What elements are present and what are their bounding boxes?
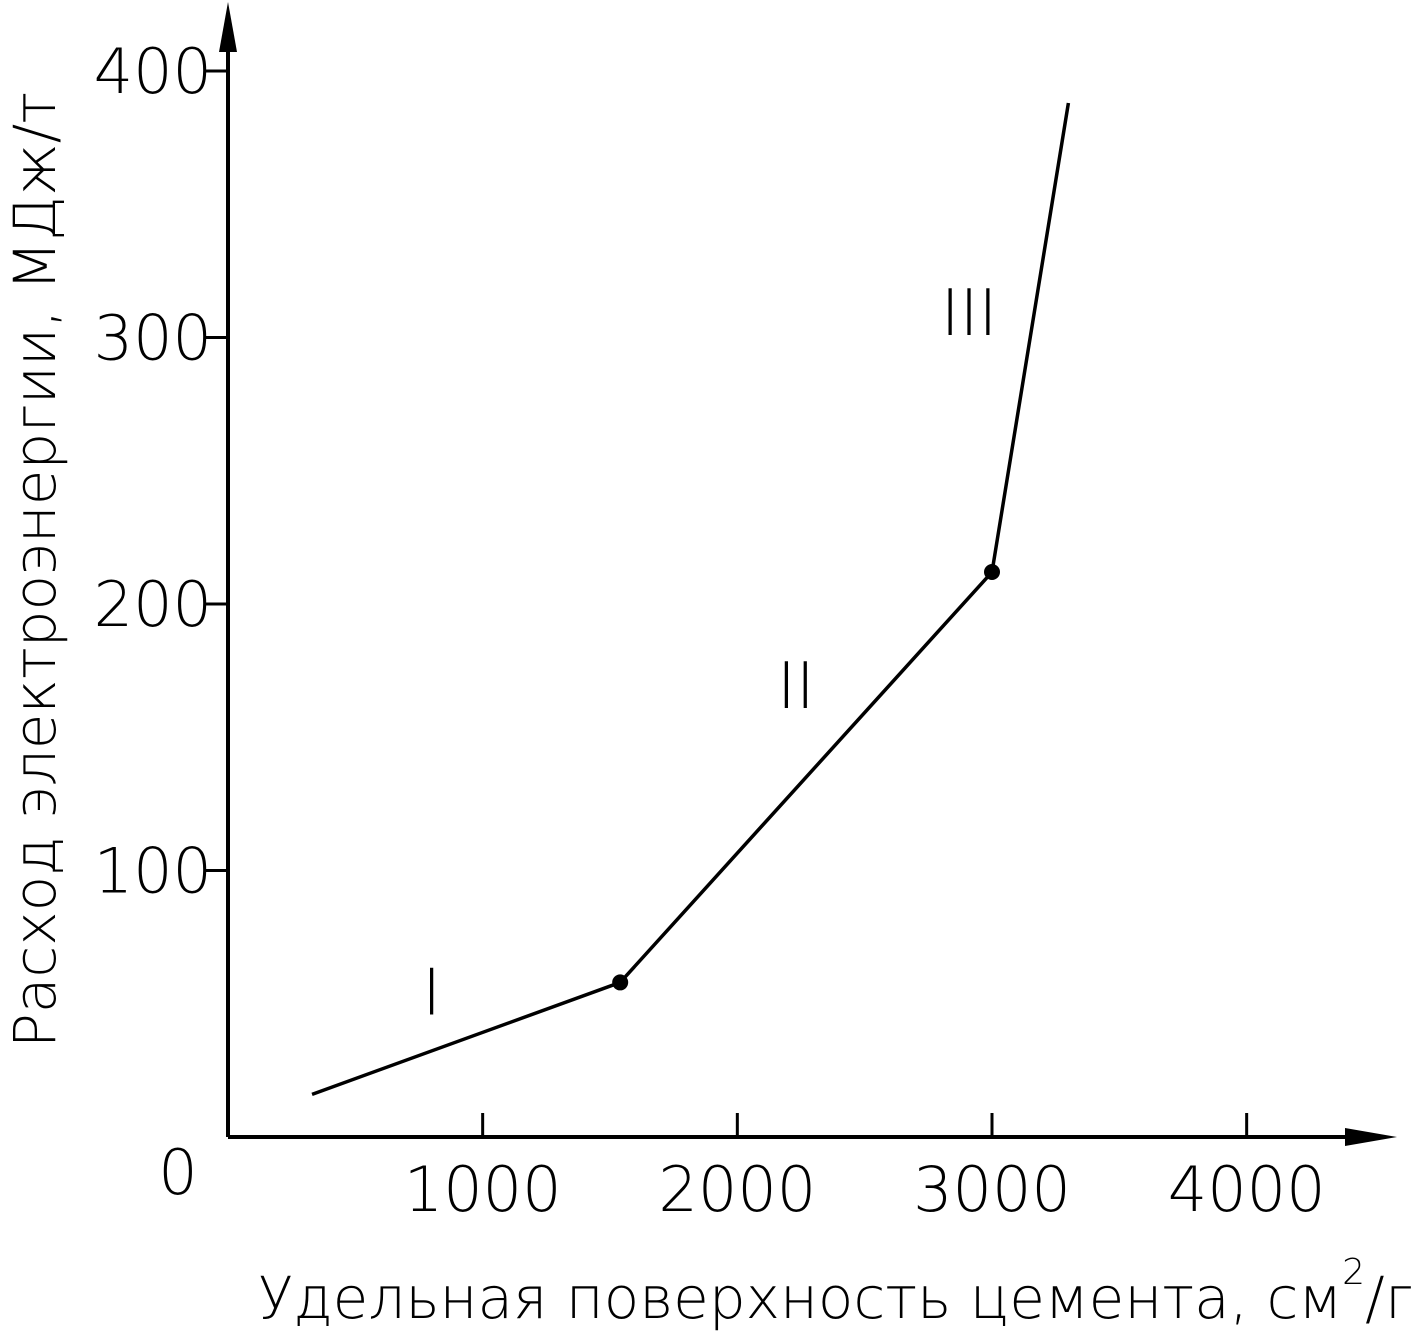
x-tick-label: 4000: [1168, 1153, 1326, 1226]
markers: [612, 564, 1000, 991]
y-tick-label: 400: [94, 35, 212, 108]
y-tick-label: 100: [94, 835, 212, 908]
breakpoint-marker: [984, 564, 1000, 581]
x-axis-title-tail: /г: [1365, 1264, 1411, 1332]
y-tick-label: 200: [94, 568, 212, 641]
y-axis-arrow: [219, 2, 237, 52]
segment-label: II: [777, 650, 815, 724]
ticks: 1000 2000 3000 4000 100 200 300 400: [94, 35, 1326, 1226]
series: [311, 102, 1071, 1097]
series-line: [311, 102, 1071, 1097]
x-tick-label: 1000: [404, 1153, 562, 1226]
axes: [219, 2, 1397, 1146]
segment-label: III: [941, 277, 998, 351]
x-axis-title-main: Удельная поверхность цемента, см: [258, 1264, 1342, 1332]
x-tick-label: 2000: [658, 1153, 816, 1226]
segment-label: I: [422, 956, 441, 1030]
x-axis-arrow: [1345, 1128, 1397, 1146]
origin-label: 0: [158, 1136, 197, 1209]
y-axis-title: Расход электроэнергии, МДж/т: [1, 92, 69, 1048]
breakpoint-marker: [612, 974, 629, 991]
x-axis-title-sup: 2: [1342, 1252, 1365, 1293]
x-axis-title: Удельная поверхность цемента, см2/г: [258, 1252, 1411, 1332]
x-tick-label: 3000: [913, 1153, 1071, 1226]
y-tick-label: 300: [94, 302, 212, 375]
